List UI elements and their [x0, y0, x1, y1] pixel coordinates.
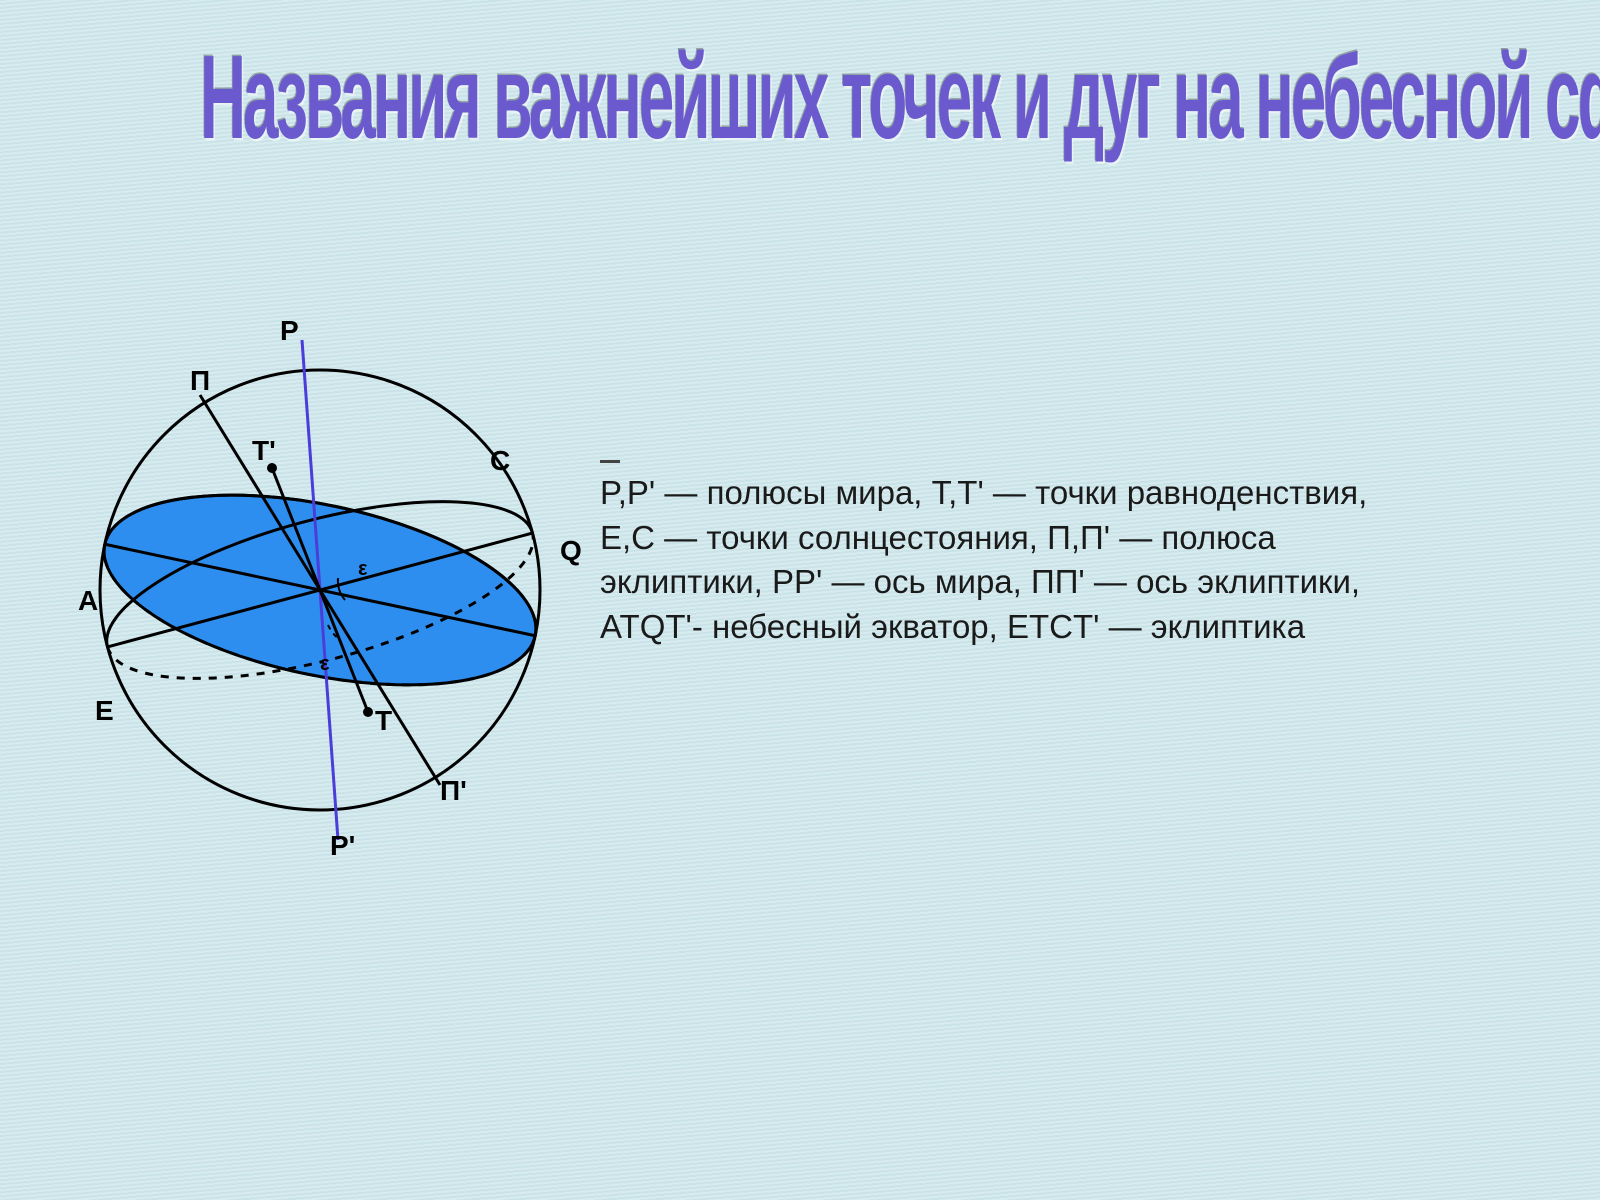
content-area: P П C Q A E T' T П' P' ε ε P,P' — полюсы…: [0, 280, 1600, 1080]
label-T2: T': [252, 435, 276, 466]
label-Pi2: П': [440, 775, 467, 806]
label-eps2: ε: [320, 653, 330, 675]
label-Q: Q: [560, 535, 582, 566]
dash-mark: [600, 460, 620, 463]
label-A: A: [78, 585, 98, 616]
label-E: E: [95, 695, 114, 726]
description-block: P,P' — полюсы мира, T,T' — точки равноде…: [600, 460, 1380, 649]
label-P: P: [280, 315, 299, 346]
description-text: P,P' — полюсы мира, T,T' — точки равноде…: [600, 471, 1380, 649]
label-T: T: [375, 705, 392, 736]
celestial-sphere-diagram: P П C Q A E T' T П' P' ε ε: [40, 300, 600, 860]
label-P2: P': [330, 830, 355, 860]
label-eps: ε: [358, 558, 368, 580]
label-C: C: [490, 445, 510, 476]
slide-title: Названия важнейших точек и дуг на небесн…: [200, 30, 1400, 167]
label-Pi: П: [190, 365, 210, 396]
